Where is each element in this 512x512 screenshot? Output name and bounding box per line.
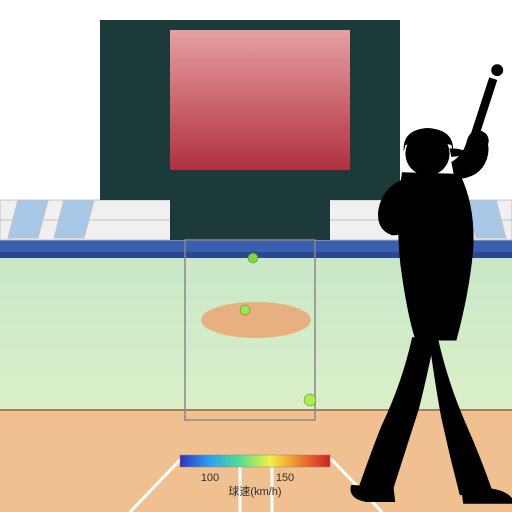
svg-text:150: 150 <box>276 472 294 484</box>
svg-text:100: 100 <box>201 472 219 484</box>
svg-text:球速(km/h): 球速(km/h) <box>228 484 281 498</box>
